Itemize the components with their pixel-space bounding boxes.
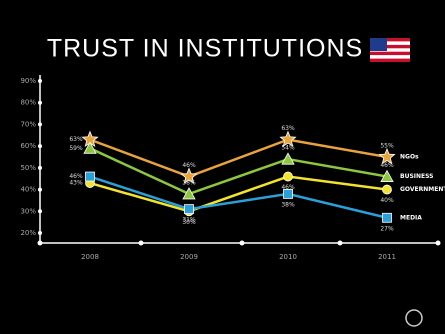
x-tick-label: 2008 <box>81 253 99 261</box>
y-tick <box>38 100 42 105</box>
x-axis-dots <box>37 240 441 246</box>
marker <box>382 184 392 195</box>
value-label: 46% <box>182 162 196 169</box>
flag <box>370 38 410 62</box>
series-line <box>89 175 388 213</box>
marker <box>283 171 293 182</box>
legend-label: GOVERNMENT <box>400 186 445 193</box>
y-tick <box>38 209 42 214</box>
value-label: 55% <box>380 143 394 150</box>
marker <box>378 147 396 165</box>
y-tick <box>38 122 42 127</box>
value-label: 63% <box>69 136 83 143</box>
y-tick-label: 60% <box>20 142 36 150</box>
value-label: 54% <box>281 145 295 152</box>
y-tick-label: 70% <box>20 120 36 128</box>
series-line <box>89 147 388 196</box>
y-tick-label: 50% <box>20 164 36 172</box>
x-tick-label: 2009 <box>180 253 198 261</box>
y-tick <box>38 187 42 192</box>
y-tick-label: 80% <box>20 99 36 107</box>
marker <box>83 141 97 154</box>
y-tick-label: 20% <box>20 229 36 237</box>
y-tick-label: 40% <box>20 186 36 194</box>
x-tick-label: 2010 <box>279 253 297 261</box>
value-label: 27% <box>380 225 394 232</box>
logo <box>405 309 423 327</box>
marker <box>283 189 293 199</box>
marker <box>180 167 198 184</box>
marker <box>281 152 295 165</box>
y-tick <box>38 144 42 149</box>
y-tick-label: 90% <box>20 77 36 85</box>
y-tick <box>38 165 42 170</box>
value-label: 59% <box>69 145 83 152</box>
y-tick <box>38 231 42 235</box>
value-label: 46% <box>380 162 394 169</box>
marker <box>182 187 196 200</box>
y-tick-label: 30% <box>20 207 36 215</box>
marker <box>184 204 194 215</box>
value-label: 38% <box>182 179 196 186</box>
value-label: 40% <box>380 197 394 204</box>
value-label: 63% <box>281 125 295 132</box>
marker <box>382 212 392 223</box>
value-label: 43% <box>69 180 83 187</box>
value-label: 30% <box>182 219 196 226</box>
value-label: 31% <box>182 217 196 224</box>
legend-label: NGOs <box>400 154 419 161</box>
marker <box>380 169 394 182</box>
value-label: 46% <box>281 184 295 191</box>
marker <box>85 171 95 182</box>
x-tick-label: 2011 <box>378 253 396 261</box>
series-line <box>89 138 388 178</box>
legend-label: MEDIA <box>400 214 422 221</box>
value-label: 46% <box>69 173 83 180</box>
y-tick <box>38 79 42 83</box>
chart-title: TRUST IN INSTITUTIONS <box>47 35 363 63</box>
marker <box>279 130 297 147</box>
series-line <box>89 175 388 220</box>
value-label: 38% <box>281 201 295 208</box>
legend-label: BUSINESS <box>400 173 434 180</box>
